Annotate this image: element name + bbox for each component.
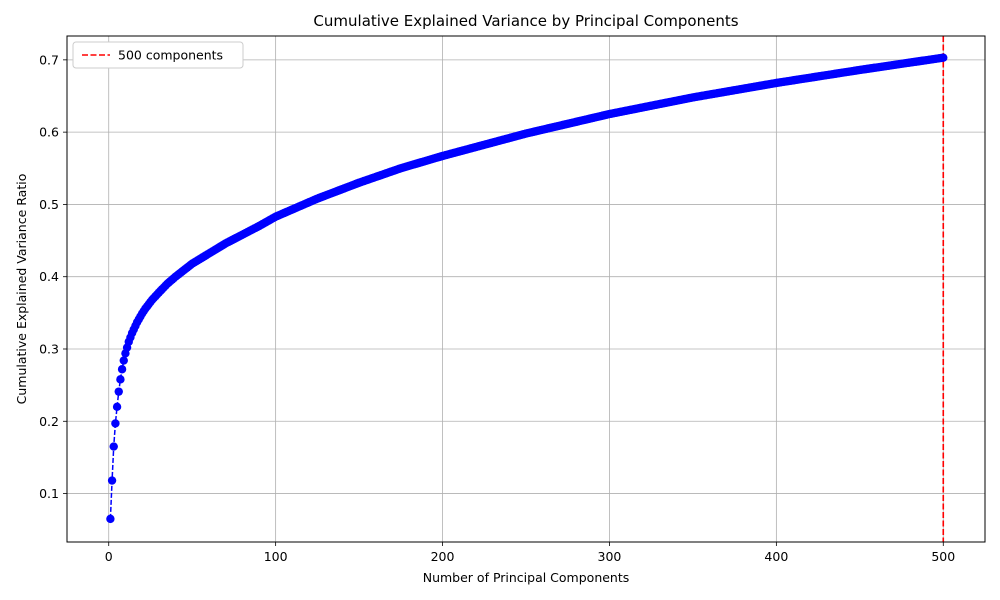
legend: 500 components [72, 41, 244, 69]
data-point [117, 365, 127, 374]
y-axis-label: Cumulative Explained Variance Ratio [14, 174, 29, 405]
data-point [107, 476, 117, 485]
chart-title: Cumulative Explained Variance by Princip… [313, 12, 738, 30]
y-tick-label: 0.6 [39, 125, 59, 140]
data-point [111, 419, 120, 428]
plot-frame [66, 35, 986, 543]
y-tick-label: 0.3 [39, 341, 59, 356]
x-tick-label: 300 [598, 549, 622, 564]
legend-entry-label: 500 components [118, 48, 223, 63]
data-point [109, 442, 118, 451]
data-point [114, 387, 123, 396]
data-point [116, 375, 125, 384]
y-ticks: 0.1 0.2 0.3 0.4 0.5 0.6 0.7 [39, 52, 67, 501]
data-point [939, 53, 948, 62]
grid [67, 36, 985, 542]
x-tick-label: 100 [264, 549, 288, 564]
x-tick-label: 500 [931, 549, 955, 564]
data-point [119, 356, 128, 365]
data-point [106, 514, 115, 524]
x-tick-label: 400 [764, 549, 788, 564]
y-tick-label: 0.7 [39, 52, 59, 67]
legend-box [72, 41, 244, 69]
x-axis-label: Number of Principal Components [423, 570, 630, 585]
y-tick-label: 0.4 [39, 269, 59, 284]
series [106, 53, 948, 524]
data-point [112, 402, 122, 412]
x-ticks: 0 100 200 300 400 500 [105, 542, 955, 564]
y-tick-label: 0.1 [39, 486, 59, 501]
x-tick-label: 0 [105, 549, 113, 564]
y-tick-label: 0.5 [39, 197, 59, 212]
y-tick-label: 0.2 [39, 414, 59, 429]
x-tick-label: 200 [431, 549, 455, 564]
